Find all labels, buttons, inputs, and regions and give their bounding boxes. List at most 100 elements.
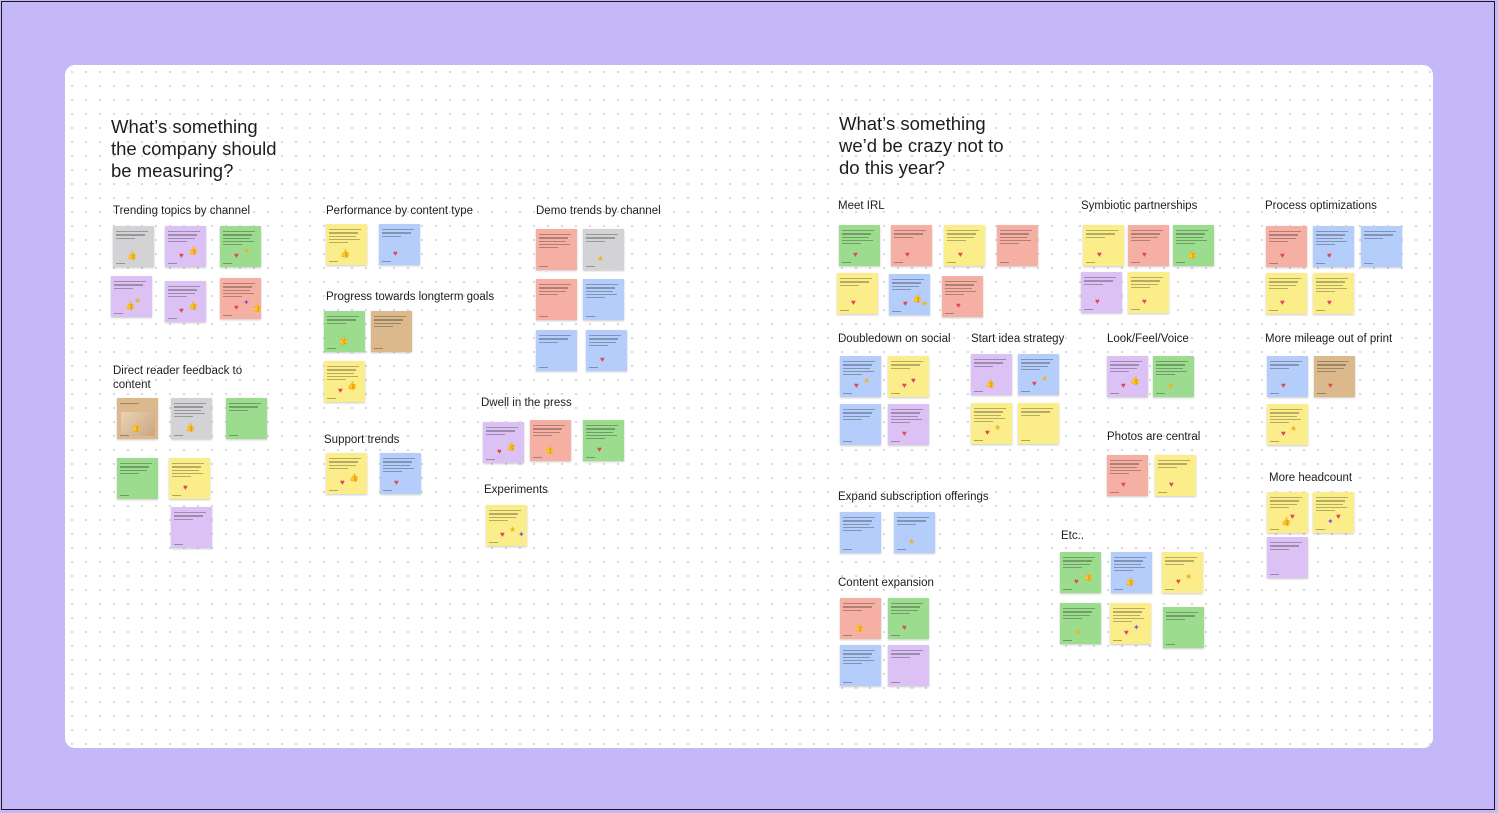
- sticky-note[interactable]: Trending Topics by Platform👍: [113, 226, 154, 267]
- section-label-symbiotic-partnerships[interactable]: Symbiotic partnerships: [1081, 200, 1198, 212]
- section-label-direct-reader-feedback-to-content[interactable]: Direct reader feedback to content: [113, 365, 243, 391]
- sticky-note[interactable]: Where it could go👍: [971, 354, 1012, 395]
- section-label-process-optimizations[interactable]: Process optimizations: [1265, 200, 1377, 212]
- sticky-note[interactable]: Feedback from readers on topics: [171, 507, 212, 548]
- sticky-note[interactable]: Team building♥👍★: [889, 274, 930, 315]
- sticky-note[interactable]: Short form video content♥★: [1018, 354, 1059, 395]
- section-label-trending-topics-by-channel[interactable]: Trending topics by channel: [113, 205, 251, 217]
- sticky-note[interactable]: Are readers staying longer♥👍: [483, 422, 524, 463]
- section-label-meet-irl[interactable]: Meet IRL: [838, 200, 885, 212]
- sticky-note[interactable]: Partner events♥: [1081, 272, 1122, 313]
- sticky-note[interactable]: Grow the team✦♥: [1313, 492, 1354, 533]
- sticky-note[interactable]: What people click on via social channels…: [165, 281, 206, 322]
- sticky-note[interactable]: Rethink events★: [1060, 603, 1101, 644]
- sticky-note[interactable]: Growth of our audience by channel: [583, 279, 624, 320]
- sticky-note[interactable]: Gen audience trends♥: [586, 330, 627, 371]
- sticky-note[interactable]: Get TikTok famous♥♥: [888, 356, 929, 397]
- sticky-note[interactable]: Try video platforms♥: [888, 404, 929, 445]
- sticky-note[interactable]: Trends in generalized interests on IG / …: [220, 226, 261, 267]
- sticky-note[interactable]: Team retreats♥: [891, 225, 932, 266]
- sticky-note[interactable]: Engagement by content type👍: [326, 224, 367, 265]
- sticky-note[interactable]: Refresh the overall look♥👍: [1107, 356, 1148, 397]
- sticky-note[interactable]: What do people search for on Google👍★: [111, 276, 152, 317]
- sticky-note[interactable]: Reuse print content♥★: [1267, 404, 1308, 445]
- sticky-note[interactable]: Meet-ups♥: [944, 225, 985, 266]
- sticky-note[interactable]: Hire more people👍♥: [1267, 492, 1308, 533]
- sticky-note[interactable]: Audience feedback on content: [226, 398, 267, 439]
- sticky-note[interactable]: Trend by platform★: [583, 229, 624, 270]
- section-label-experiments[interactable]: Experiments: [484, 484, 548, 496]
- section-label-photos-are-central[interactable]: Photos are central: [1107, 431, 1201, 443]
- sticky-note[interactable]: Newsletter: [888, 645, 929, 686]
- sticky-note[interactable]: Go global♥👍: [1060, 552, 1101, 593]
- section-label-more-headcount[interactable]: More headcount: [1269, 472, 1353, 484]
- sticky-note[interactable]: Quarterly in-person planning♥: [942, 276, 983, 317]
- sticky-note[interactable]: Syndication partners♥: [1128, 225, 1169, 266]
- sticky-note[interactable]: Company-wide offsite♥: [837, 273, 878, 314]
- sticky-note[interactable]: Expand our reach👍: [1111, 552, 1152, 593]
- sticky-note[interactable]: Customer service trends♥👍: [326, 453, 367, 494]
- sticky-note[interactable]: Foster growth: [1163, 607, 1204, 648]
- sticky-note[interactable]: Create new interactive content♥: [888, 598, 929, 639]
- sticky-note[interactable]: Make processes faster♥: [1313, 226, 1354, 267]
- sticky-note[interactable]: More in-depth stories: [840, 645, 881, 686]
- sticky-note[interactable]: Which demo profile drives content: [536, 229, 577, 270]
- sticky-note[interactable]: Strategize print♥: [1267, 356, 1308, 397]
- sticky-note[interactable]: Find new partners♥: [1128, 272, 1169, 313]
- sticky-note[interactable]: Streamline tools: [1361, 226, 1402, 267]
- sticky-note[interactable]: Explore partnerships♥: [1083, 225, 1124, 266]
- sticky-note[interactable]: Amplification strategy: [1018, 403, 1059, 444]
- sticky-note[interactable]: More new roles: [1267, 537, 1308, 578]
- section-label-demo-trends-by-channel[interactable]: Demo trends by channel: [536, 205, 661, 217]
- sticky-note[interactable]: Add new subscription tiers: [840, 512, 881, 553]
- section-label-performance-by-content-type[interactable]: Performance by content type: [326, 205, 474, 217]
- whiteboard-canvas[interactable]: What’s something the company should be m…: [65, 65, 1433, 748]
- section-label-start-idea-strategy[interactable]: Start idea strategy: [971, 333, 1065, 345]
- sticky-note[interactable]: Rebrand from the ground up♥✦: [1110, 603, 1151, 644]
- section-label-dwell-in-the-press[interactable]: Dwell in the press: [481, 397, 572, 409]
- sticky-note[interactable]: Joint programs👍: [1173, 225, 1214, 266]
- sticky-note[interactable]: Double down on Instagram: [840, 404, 881, 445]
- sticky-note[interactable]: Progress on annual company milestones♥👍: [324, 361, 365, 402]
- sticky-note[interactable]: Social media engagement: [117, 458, 158, 499]
- section-label-support-trends[interactable]: Support trends: [324, 434, 400, 446]
- sticky-note[interactable]: Increase volume of guides👍: [840, 598, 881, 639]
- section-label-content-expansion[interactable]: Content expansion: [838, 577, 934, 589]
- section-label-doubledown-on-social[interactable]: Doubledown on social: [838, 333, 951, 345]
- section-label-progress-towards-longterm-goals[interactable]: Progress towards longterm goals: [326, 291, 495, 303]
- sticky-note[interactable]: Key reader responses♥: [169, 458, 210, 499]
- sticky-author: [1316, 309, 1325, 311]
- sticky-note[interactable]: Benchmark metrics: [371, 311, 412, 352]
- sticky-text-line: [891, 650, 923, 652]
- sticky-author: [840, 309, 849, 311]
- sticky-note[interactable]: Print digest♥: [1314, 356, 1355, 397]
- sticky-note[interactable]: In-person company retreat: [997, 225, 1038, 266]
- sticky-note[interactable]: Grow our visibility♥★: [1162, 552, 1203, 593]
- sticky-note[interactable]: Performance of each content format♥: [379, 224, 420, 265]
- sticky-note[interactable]: Plan for a fresh image style♥: [1155, 455, 1196, 496]
- sticky-note[interactable]: Make photos central♥: [1107, 455, 1148, 496]
- sticky-note[interactable]: Age groups and gender: [536, 279, 577, 320]
- sticky-note[interactable]: Bring workflows up to date♥: [1266, 226, 1307, 267]
- sticky-note[interactable]: Go hard on social♥★: [840, 356, 881, 397]
- sticky-note[interactable]: Most trending organic search keywords♥✦👍: [220, 278, 262, 319]
- sticky-note[interactable]: Update brand colors★: [1153, 356, 1194, 397]
- sticky-note[interactable]: Customer support ticket topics♥: [380, 453, 421, 494]
- section-label-expand-subscription-offerings[interactable]: Expand subscription offerings: [838, 491, 989, 503]
- sticky-note[interactable]: Audience growth by channel: [536, 330, 577, 371]
- sticky-note[interactable]: Get together IRL♥: [839, 225, 880, 266]
- sticky-note[interactable]: Gift subscriptions★: [894, 512, 935, 553]
- sticky-note[interactable]: Invest in a planning platform♥: [1266, 273, 1307, 314]
- sticky-note[interactable]: Reader comments by content👍: [171, 398, 212, 439]
- sticky-note[interactable]: Sections of time in article👍: [530, 420, 571, 461]
- sticky-note[interactable]: Audience feedback👍: [117, 398, 158, 439]
- section-label-more-mileage-out-of-print[interactable]: More mileage out of print: [1265, 333, 1393, 345]
- section-label-look-feel-voice[interactable]: Look/Feel/Voice: [1107, 333, 1189, 345]
- section-label-etc[interactable]: Etc..: [1061, 530, 1085, 542]
- sticky-note[interactable]: Tracking revenue goals👍: [324, 311, 365, 352]
- sticky-note[interactable]: Automate where possible♥: [1313, 273, 1354, 314]
- sticky-note[interactable]: Reference to dwell time♥: [583, 420, 624, 461]
- sticky-note[interactable]: Of the young age following on our Instag…: [165, 226, 206, 267]
